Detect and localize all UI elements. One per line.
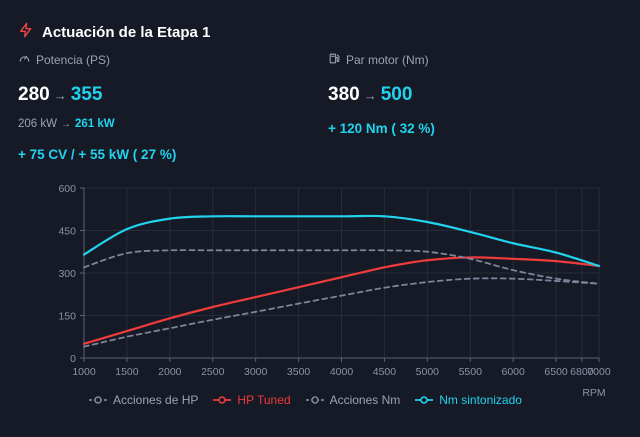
legend-swatch [89, 396, 108, 404]
power-kw-stock: 206 kW [18, 118, 57, 130]
x-tick-label: 4000 [330, 366, 354, 378]
series-line-hp-tuned [82, 256, 601, 345]
power-values: 280 → 355 [18, 84, 115, 106]
x-tick-label: 1500 [115, 366, 139, 378]
legend-swatch [305, 396, 324, 404]
series-line-acciones-de-hp [83, 277, 600, 348]
y-tick-label: 300 [58, 268, 76, 280]
x-tick-label: 5000 [416, 366, 440, 378]
legend-swatch [213, 396, 232, 404]
legend-label: Acciones de HP [113, 393, 199, 407]
x-tick-label: 2000 [158, 366, 182, 378]
power-section: Potencia (PS) 280 → 355 206 kW → 261 kW [18, 52, 115, 130]
y-tick-label: 150 [58, 311, 76, 323]
power-gain: + 75 CV / + 55 kW ( 27 %) [18, 147, 177, 162]
torque-stock-value: 380 [328, 84, 360, 105]
torque-values: 380 → 500 [328, 84, 429, 106]
x-tick-label: 5500 [459, 366, 483, 378]
y-tick-label: 0 [70, 353, 76, 365]
power-stock-value: 280 [18, 84, 50, 105]
power-kw-arrow: → [61, 118, 71, 130]
chart-axes: 1000 1500 2000 2500 3000 3500 4000 4500 5000 5500… [58, 183, 610, 378]
chart-series [82, 214, 601, 348]
x-tick-label: 1000 [72, 366, 96, 378]
torque-label-text: Par motor (Nm) [346, 53, 429, 67]
legend-label: Nm sintonizado [439, 393, 522, 407]
y-tick-label: 450 [58, 226, 76, 238]
torque-label: Par motor (Nm) [328, 52, 429, 68]
torque-section: Par motor (Nm) 380 → 500 [328, 52, 429, 106]
x-tick-label: 3000 [244, 366, 268, 378]
x-tick-label: 7000 [587, 366, 611, 378]
card-header: Actuación de la Etapa 1 [18, 22, 210, 43]
gauge-icon [18, 52, 31, 68]
power-kw-values: 206 kW → 261 kW [18, 118, 115, 130]
x-axis-label: RPM [582, 387, 605, 399]
x-tick-label: 6000 [501, 366, 525, 378]
legend-label: HP Tuned [237, 393, 291, 407]
x-tick-label: 4500 [373, 366, 397, 378]
page-title: Actuación de la Etapa 1 [42, 24, 211, 41]
x-tick-label: 6800 [570, 366, 594, 378]
y-tick-label: 600 [58, 183, 76, 195]
legend-item-acciones-nm[interactable]: Acciones Nm [305, 393, 401, 407]
x-tick-label: 6500 [544, 366, 568, 378]
power-arrow: → [53, 87, 67, 103]
power-tuned-value: 355 [70, 84, 103, 105]
legend-item-nm-sintonizado[interactable]: Nm sintonizado [414, 393, 522, 407]
torque-gain: + 120 Nm ( 32 %) [328, 121, 435, 136]
lightning-icon [18, 22, 34, 43]
legend-label: Acciones Nm [329, 393, 401, 407]
torque-arrow: → [363, 87, 377, 103]
performance-chart: 1000 1500 2000 2500 3000 3500 4000 4500 5000 5500… [58, 183, 610, 399]
x-tick-label: 3500 [287, 366, 311, 378]
power-label-text: Potencia (PS) [36, 53, 111, 67]
legend-swatch [415, 396, 434, 404]
legend-item-acciones-de-hp[interactable]: Acciones de HP [88, 393, 198, 407]
power-kw-tuned: 261 kW [75, 118, 115, 130]
series-line-nm-sintonizado [82, 214, 601, 268]
fuel-pump-icon [328, 52, 341, 68]
torque-tuned-value: 500 [380, 84, 413, 105]
series-line-acciones-nm [83, 249, 600, 285]
power-label: Potencia (PS) [18, 52, 115, 68]
legend-item-hp-tuned[interactable]: HP Tuned [212, 393, 291, 407]
x-tick-label: 2500 [201, 366, 225, 378]
chart-legend: Acciones de HP HP Tuned Acciones Nm Nm sint… [0, 393, 610, 407]
